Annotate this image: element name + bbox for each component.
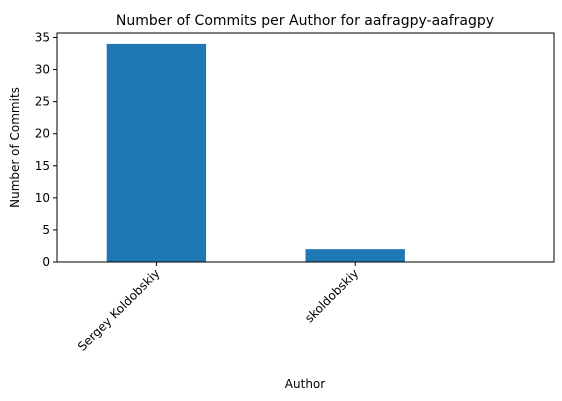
y-tick-label-6: 30 xyxy=(35,63,50,77)
y-tick-label-0: 0 xyxy=(42,255,50,269)
x-tick-label-1: skoldobskiy xyxy=(302,266,361,325)
bar-1 xyxy=(305,249,405,262)
x-tick-label-0: Sergey Koldobskiy xyxy=(75,266,163,354)
x-axis-label: Author xyxy=(285,377,325,391)
chart-title: Number of Commits per Author for aafragp… xyxy=(116,13,494,29)
y-axis-label: Number of Commits xyxy=(8,87,22,208)
y-tick-label-3: 15 xyxy=(35,159,50,173)
y-tick-label-5: 25 xyxy=(35,95,50,109)
y-tick-label-1: 5 xyxy=(42,223,50,237)
plot-area-frame xyxy=(56,32,555,263)
bars-group xyxy=(106,43,405,263)
x-axis-ticks: Sergey Koldobskiy skoldobskiy xyxy=(75,262,361,354)
y-tick-label-2: 10 xyxy=(35,191,50,205)
y-tick-label-4: 20 xyxy=(35,127,50,141)
y-tick-label-7: 35 xyxy=(35,30,50,44)
bar-0 xyxy=(106,43,207,263)
y-axis-ticks: 0 5 10 15 20 25 30 35 xyxy=(35,30,57,269)
